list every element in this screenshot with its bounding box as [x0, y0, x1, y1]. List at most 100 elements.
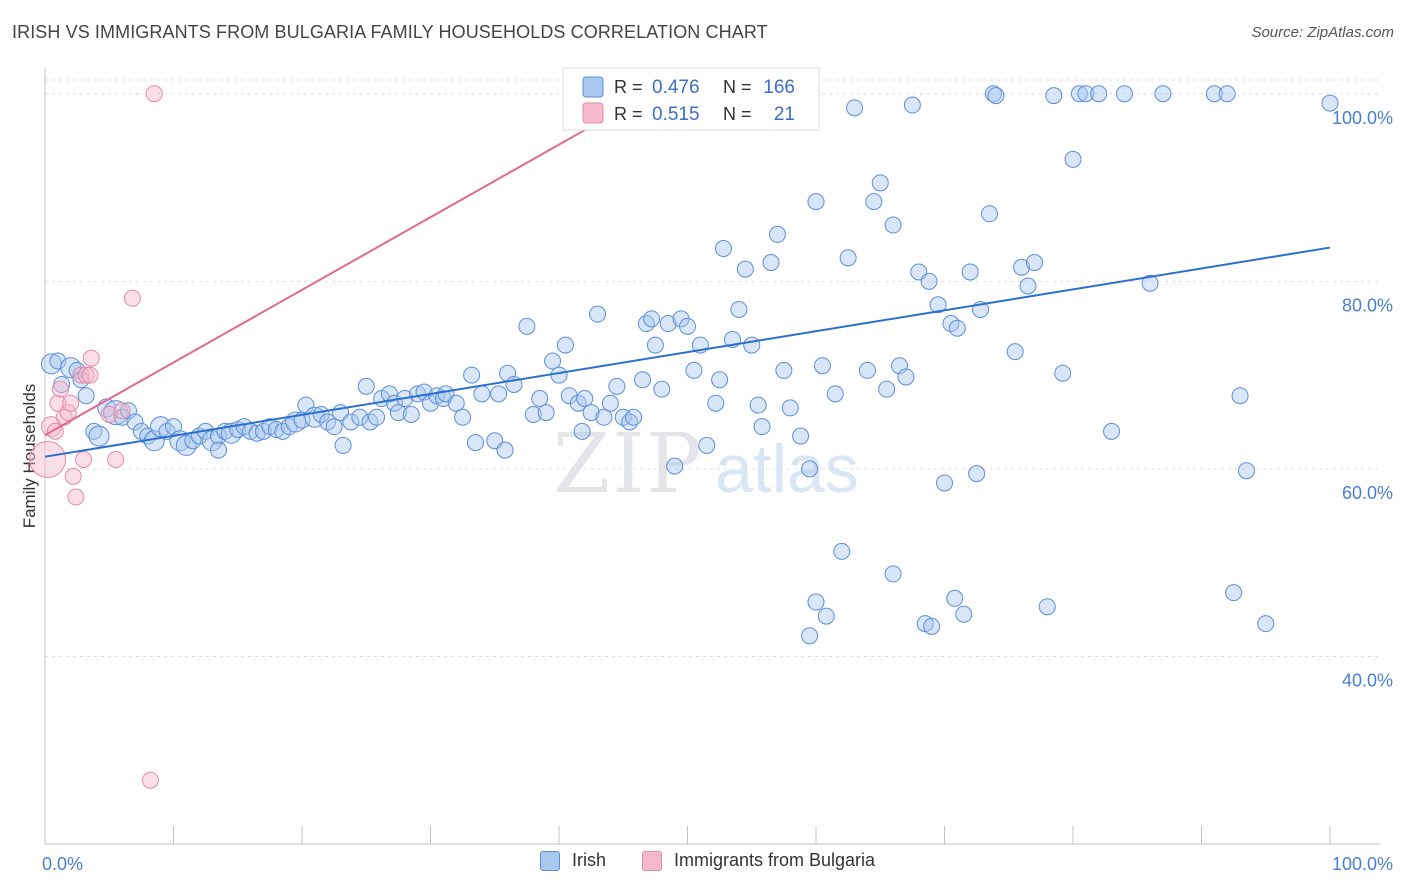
series-legend: Irish Immigrants from Bulgaria: [0, 850, 1406, 880]
irish-point-7: [85, 422, 103, 440]
irish-point-113: [749, 396, 767, 414]
bulgaria-point-15: [100, 405, 118, 423]
bulgaria-point-8: [64, 467, 82, 485]
irish-point-157: [1070, 85, 1088, 103]
irish-point-172: [955, 605, 973, 623]
legend-swatch-bulgaria-bottom: [642, 850, 662, 871]
y-tick-label-100: 100.0%: [1332, 108, 1393, 128]
irish-point-123: [826, 385, 844, 403]
irish-point-108: [714, 239, 732, 257]
legend-n-value-irish: 166: [763, 77, 795, 98]
legend-item-bulgaria: Immigrants from Bulgaria: [642, 850, 875, 871]
irish-point-144: [968, 465, 986, 483]
irish-point-159: [1090, 85, 1108, 103]
irish-point-117: [775, 361, 793, 379]
irish-point-149: [1006, 343, 1024, 361]
irish-point-175: [1237, 462, 1255, 480]
irish-point-84: [573, 422, 591, 440]
series-irish-points: [40, 85, 1339, 645]
irish-point-106: [707, 394, 725, 412]
irish-point-163: [1205, 85, 1223, 103]
watermark-zip: ZIP: [553, 417, 704, 512]
irish-point-147: [984, 85, 1002, 103]
bulgaria-point-7: [62, 394, 80, 412]
irish-point-151: [1019, 277, 1037, 295]
irish-point-119: [792, 427, 810, 445]
irish-point-126: [846, 99, 864, 117]
bulgaria-point-0: [29, 441, 67, 478]
watermark: ZIP atlas: [553, 417, 859, 512]
irish-point-129: [871, 174, 889, 192]
bulgaria-point-11: [75, 451, 93, 468]
irish-point-102: [685, 361, 703, 379]
irish-point-167: [807, 593, 825, 611]
irish-point-161: [1115, 85, 1133, 103]
bulgaria-point-12: [77, 366, 95, 384]
bulgaria-point-10: [72, 366, 90, 384]
irish-point-166: [1321, 94, 1339, 112]
irish-point-173: [1141, 274, 1159, 292]
irish-point-140: [936, 474, 953, 492]
y-tick-label-60: 60.0%: [1342, 483, 1393, 503]
irish-point-96: [643, 310, 661, 328]
irish-point-125: [839, 249, 857, 267]
legend-n-label-bulgaria: N =: [723, 104, 752, 124]
irish-point-86: [582, 404, 600, 422]
irish-point-11: [113, 408, 131, 426]
irish-point-130: [878, 380, 896, 398]
irish-point-127: [858, 361, 876, 379]
bulgaria-point-9: [67, 488, 85, 506]
irish-point-146: [980, 205, 998, 223]
legend-n-label-irish: N =: [723, 77, 752, 97]
legend-r-label-bulgaria: R =: [614, 104, 643, 124]
irish-point-65: [447, 394, 465, 412]
irish-point-160: [1103, 422, 1121, 440]
irish-point-143: [961, 263, 979, 281]
irish-point-52: [368, 408, 386, 426]
trendline-irish: [44, 246, 1331, 458]
irish-point-137: [920, 272, 938, 290]
irish-point-56: [389, 404, 407, 422]
bulgaria-point-20: [141, 771, 159, 789]
chart-title: IRISH VS IMMIGRANTS FROM BULGARIA FAMILY…: [12, 22, 768, 42]
bulgaria-point-19: [145, 85, 163, 103]
irish-point-6: [77, 387, 95, 405]
irish-point-94: [634, 371, 652, 389]
axes: [44, 68, 1380, 845]
irish-point-118: [781, 399, 799, 417]
bulgaria-point-17: [113, 402, 131, 420]
bulgaria-point-14: [82, 349, 100, 367]
irish-point-116: [768, 225, 786, 243]
irish-point-133: [897, 368, 915, 386]
irish-point-81: [556, 336, 574, 354]
irish-point-71: [490, 385, 508, 403]
irish-point-103: [666, 457, 684, 475]
series-bulgaria-points: [29, 85, 163, 789]
irish-point-8: [88, 425, 110, 447]
y-tick-labels: 40.0% 60.0% 80.0% 100.0%: [1332, 108, 1393, 691]
source-credit: Source: ZipAtlas.com: [1251, 24, 1394, 41]
irish-point-63: [434, 390, 452, 408]
legend-swatch-bulgaria: [582, 102, 604, 124]
bulgaria-point-4: [51, 380, 69, 398]
irish-point-152: [1025, 254, 1043, 272]
irish-point-69: [473, 385, 491, 403]
irish-point-5: [72, 371, 90, 389]
irish-point-27: [209, 441, 227, 459]
legend-r-value-bulgaria: 0.515: [652, 104, 700, 125]
y-tick-label-40: 40.0%: [1342, 670, 1393, 690]
irish-point-99: [659, 315, 677, 333]
irish-point-48: [342, 413, 360, 431]
irish-point-122: [813, 357, 831, 375]
irish-point-88: [595, 408, 613, 426]
irish-point-139: [929, 296, 947, 314]
x-tick-labels: 0.0% 100.0%: [42, 854, 1393, 874]
grid-lines: [45, 79, 1380, 657]
irish-point-110: [730, 300, 748, 318]
irish-point-79: [544, 352, 562, 370]
bulgaria-point-18: [123, 289, 141, 307]
irish-point-156: [1064, 150, 1082, 168]
irish-point-68: [466, 434, 484, 452]
irish-point-155: [1054, 364, 1072, 382]
